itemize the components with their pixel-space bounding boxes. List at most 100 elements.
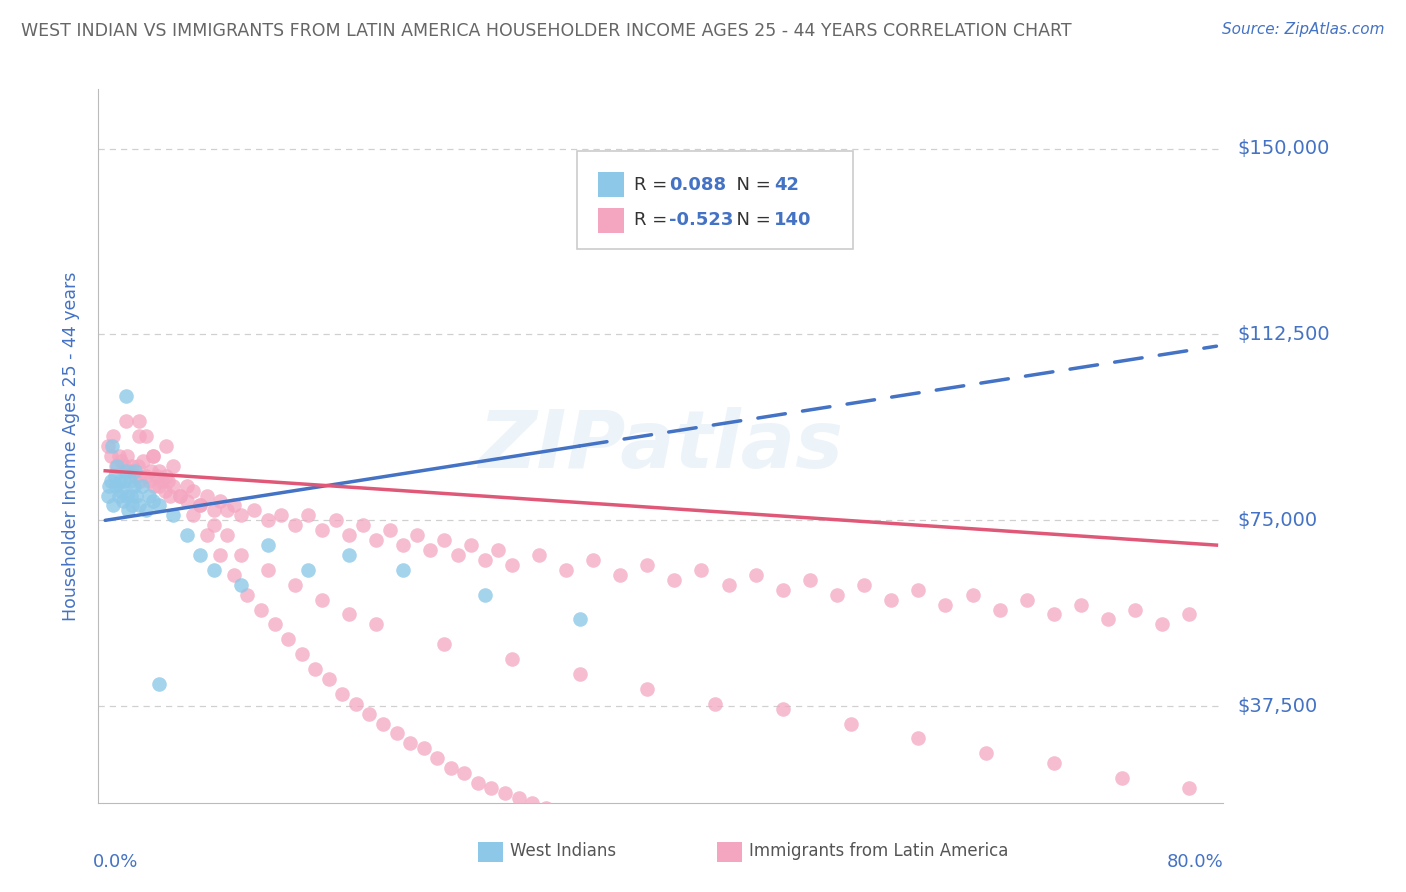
- Point: [256, 513, 278, 527]
- Point: [962, 588, 984, 602]
- Point: [277, 632, 299, 647]
- Point: [236, 588, 259, 602]
- Point: [162, 478, 184, 492]
- Point: [135, 503, 157, 517]
- Point: [609, 567, 631, 582]
- Point: [202, 503, 225, 517]
- Point: [284, 518, 307, 533]
- Point: [125, 489, 148, 503]
- Point: [366, 617, 388, 632]
- Point: [103, 429, 125, 443]
- Point: [337, 528, 360, 542]
- Point: [97, 489, 120, 503]
- Point: [169, 489, 191, 503]
- Point: [229, 548, 252, 562]
- Point: [799, 573, 821, 587]
- Point: [1123, 602, 1146, 616]
- Point: [744, 567, 766, 582]
- Point: [426, 751, 449, 765]
- Point: [114, 464, 136, 478]
- Point: [446, 548, 468, 562]
- Point: [1152, 617, 1174, 632]
- Point: [419, 543, 441, 558]
- Point: [534, 801, 557, 815]
- Point: [772, 582, 794, 597]
- Point: [406, 528, 429, 542]
- Point: [209, 493, 232, 508]
- Point: [311, 523, 333, 537]
- Text: N =: N =: [725, 176, 776, 194]
- Point: [717, 578, 740, 592]
- Point: [124, 468, 146, 483]
- Point: [107, 449, 129, 463]
- Point: [297, 563, 319, 577]
- Point: [108, 474, 131, 488]
- Point: [284, 578, 307, 592]
- Text: $37,500: $37,500: [1237, 697, 1317, 715]
- Text: N =: N =: [725, 211, 776, 229]
- Point: [209, 548, 232, 562]
- Text: R =: R =: [634, 211, 672, 229]
- Point: [114, 414, 136, 428]
- Point: [176, 493, 198, 508]
- Point: [907, 731, 929, 746]
- Text: $150,000: $150,000: [1237, 139, 1330, 158]
- Point: [250, 602, 273, 616]
- Point: [359, 706, 381, 721]
- Point: [325, 513, 347, 527]
- Point: [124, 464, 146, 478]
- Point: [107, 489, 129, 503]
- Point: [582, 553, 605, 567]
- Point: [131, 478, 153, 492]
- Point: [105, 478, 128, 492]
- Point: [143, 478, 166, 492]
- Point: [907, 582, 929, 597]
- Point: [110, 483, 132, 498]
- Point: [195, 489, 218, 503]
- Point: [129, 474, 152, 488]
- Point: [481, 780, 503, 795]
- Text: 140: 140: [775, 211, 811, 229]
- Point: [100, 449, 122, 463]
- Point: [122, 478, 145, 492]
- Point: [217, 528, 239, 542]
- Point: [98, 478, 121, 492]
- Point: [270, 508, 292, 523]
- Point: [440, 761, 463, 775]
- Point: [1111, 771, 1133, 785]
- Point: [159, 489, 181, 503]
- Text: Source: ZipAtlas.com: Source: ZipAtlas.com: [1222, 22, 1385, 37]
- Point: [934, 598, 956, 612]
- Point: [291, 647, 314, 661]
- Point: [128, 429, 150, 443]
- Point: [1097, 612, 1119, 626]
- Point: [371, 716, 394, 731]
- Point: [520, 796, 543, 810]
- Text: 0.0%: 0.0%: [93, 853, 138, 871]
- Point: [256, 563, 278, 577]
- Point: [337, 548, 360, 562]
- Point: [636, 681, 658, 696]
- Point: [304, 662, 326, 676]
- Point: [366, 533, 388, 548]
- Point: [1015, 592, 1038, 607]
- Point: [148, 478, 170, 492]
- Point: [142, 493, 165, 508]
- Point: [111, 493, 134, 508]
- Point: [330, 687, 353, 701]
- Point: [433, 533, 456, 548]
- Point: [202, 518, 225, 533]
- Point: [105, 458, 128, 473]
- Point: [128, 499, 150, 513]
- Point: [217, 503, 239, 517]
- Point: [162, 508, 184, 523]
- Point: [145, 468, 167, 483]
- Point: [117, 503, 139, 517]
- Point: [148, 677, 170, 691]
- Point: [148, 499, 170, 513]
- Point: [195, 528, 218, 542]
- Point: [486, 543, 509, 558]
- Point: [385, 726, 408, 740]
- Point: [772, 701, 794, 715]
- Point: [392, 563, 415, 577]
